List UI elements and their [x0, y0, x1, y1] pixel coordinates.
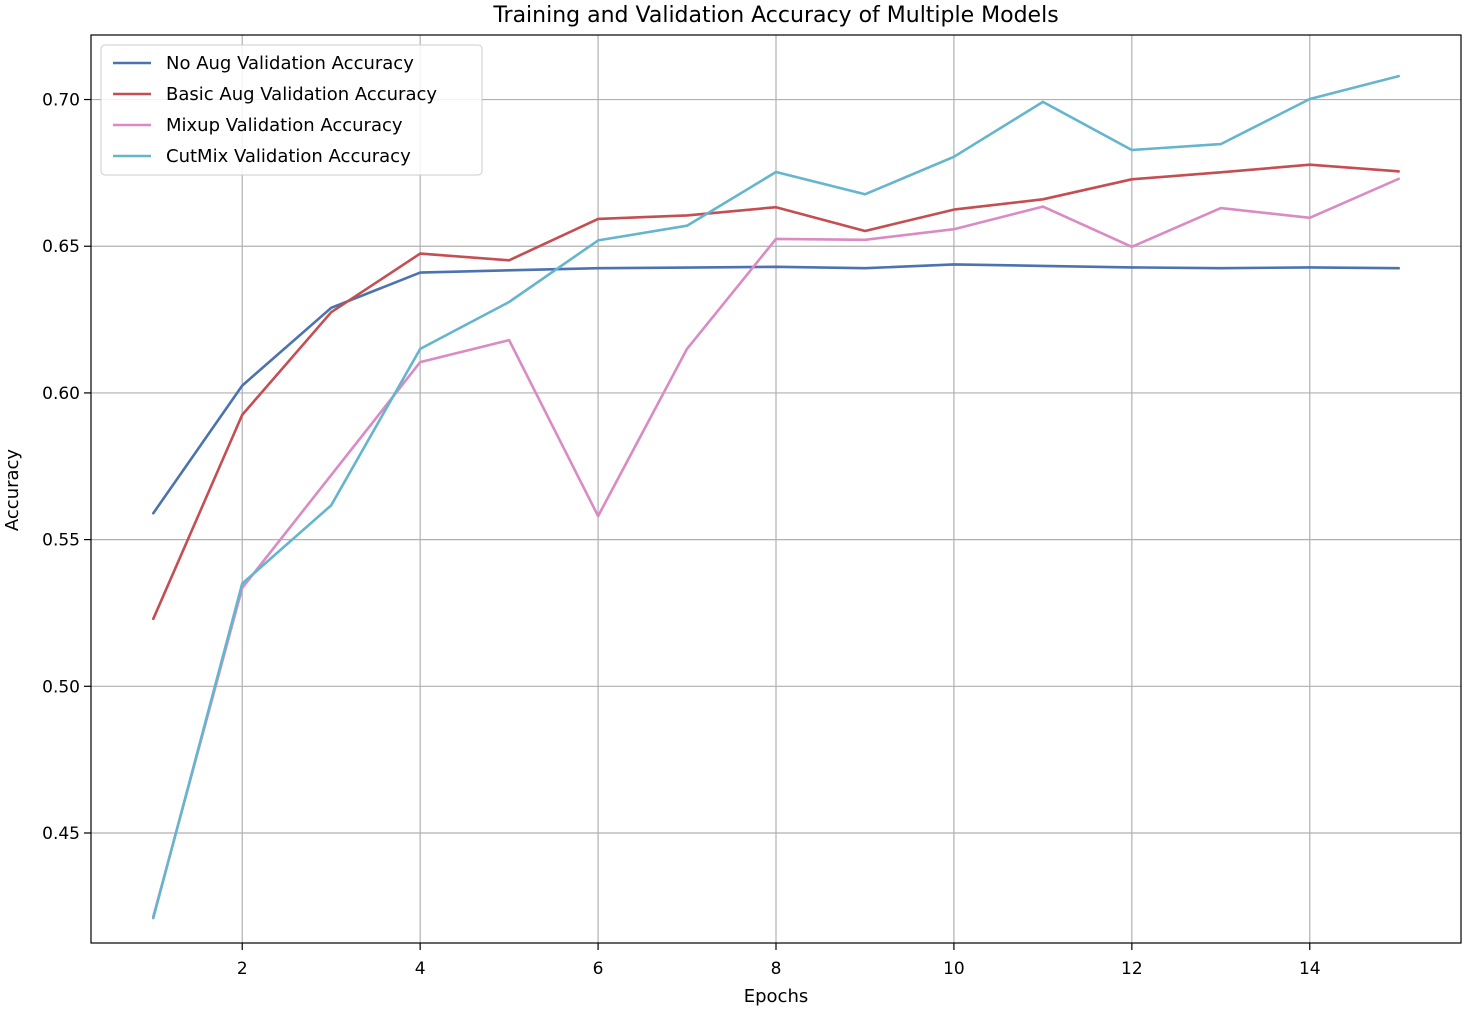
y-tick-label: 0.60 [42, 384, 80, 404]
x-tick-label: 4 [415, 959, 426, 979]
series-line-2 [152, 163, 1400, 621]
legend-label: CutMix Validation Accuracy [166, 146, 411, 167]
x-tick-label: 8 [771, 959, 782, 979]
y-tick-label: 0.70 [42, 91, 80, 111]
y-tick-label: 0.55 [42, 531, 80, 551]
x-tick-label: 14 [1299, 959, 1321, 979]
x-tick-label: 10 [943, 959, 965, 979]
chart-title: Training and Validation Accuracy of Mult… [492, 3, 1058, 28]
x-tick-label: 2 [237, 959, 248, 979]
series-line-3 [152, 177, 1400, 918]
axis-ticks: 2 4 6 8 10 12 14 0.45 0.50 0.55 0.60 0.65 0.70 [42, 91, 1320, 979]
x-tick-label: 12 [1121, 959, 1143, 979]
legend-label: Basic Aug Validation Accuracy [166, 84, 437, 105]
legend: No Aug Validation Accuracy Basic Aug Vali… [100, 44, 483, 176]
legend-label: No Aug Validation Accuracy [166, 53, 414, 74]
y-tick-label: 0.50 [42, 677, 80, 697]
series-line-4 [152, 74, 1400, 920]
y-axis-label: Accuracy [2, 449, 23, 532]
y-tick-label: 0.45 [42, 824, 80, 844]
x-axis-label: Epochs [744, 986, 809, 1007]
legend-box [100, 44, 483, 176]
x-tick-label: 6 [593, 959, 604, 979]
y-tick-label: 0.65 [42, 237, 80, 257]
series-lines [152, 74, 1400, 920]
legend-label: Mixup Validation Accuracy [166, 115, 403, 136]
gridlines [91, 35, 1461, 943]
series-line-1 [152, 263, 1400, 515]
